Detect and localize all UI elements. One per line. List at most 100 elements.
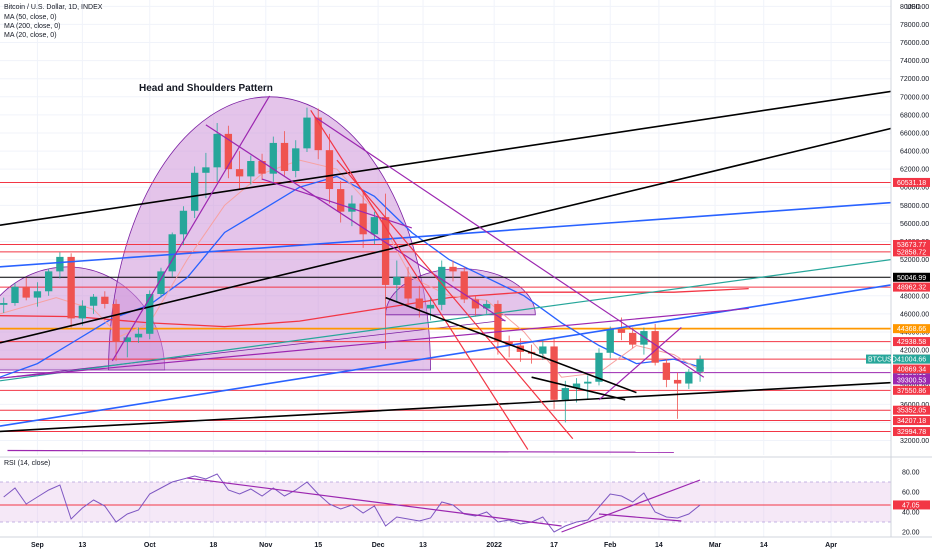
candlestick-series: [0, 107, 704, 423]
trend-line: [0, 201, 891, 268]
candle: [11, 283, 19, 306]
level-tag-bg: [893, 324, 930, 334]
trend-line: [598, 327, 682, 401]
rsi-trend-line: [561, 479, 701, 533]
level-tag-bg: [893, 337, 930, 347]
candle: [673, 372, 682, 419]
level-tag-label: 48962.32: [897, 285, 926, 292]
price-tick-label: 72000.00: [900, 76, 929, 83]
trend-line: [0, 127, 891, 344]
candle: [438, 260, 446, 311]
candle-body: [404, 276, 412, 299]
level-tag-label: 60531.18: [897, 180, 926, 187]
candle-body: [112, 303, 120, 342]
candle-body: [606, 329, 614, 353]
level-tag-bg: [893, 385, 930, 395]
candle-body: [202, 167, 210, 173]
date-tick-label: 2022: [486, 542, 502, 549]
candle: [460, 266, 468, 304]
price-tag-bg: [893, 354, 930, 364]
candle-body: [303, 117, 311, 149]
date-tick-label: Nov: [259, 542, 272, 549]
candle: [303, 107, 311, 152]
price-tag-label: 40869.34: [897, 367, 926, 374]
level-tag-bg: [893, 177, 930, 187]
candle-body: [78, 305, 87, 319]
ma-line: [0, 287, 749, 328]
price-tick-label: 66000.00: [900, 130, 929, 137]
axes: [0, 0, 932, 538]
rsi-line: [3, 473, 701, 533]
candle-body: [224, 133, 233, 170]
trend-line: [531, 376, 626, 401]
price-tick-label: 36000.00: [900, 402, 929, 409]
rsi-tick-label: 20.00: [902, 530, 920, 537]
candle-body: [325, 150, 334, 190]
candle-body: [213, 133, 221, 168]
candle-body: [22, 286, 30, 298]
candle-body: [247, 161, 255, 177]
candle: [572, 378, 581, 403]
candle-body: [584, 381, 592, 384]
candle-body: [460, 271, 468, 300]
date-tick-label: Apr: [825, 542, 837, 549]
candle: [0, 297, 8, 313]
candle: [89, 293, 98, 314]
date-tick-label: 13: [78, 542, 86, 549]
candle-body: [258, 161, 266, 174]
candle-body: [235, 169, 244, 177]
candle: [202, 152, 210, 199]
candle-body: [157, 271, 165, 294]
candle: [696, 355, 704, 382]
trend-line: [0, 381, 891, 433]
candle: [337, 180, 345, 223]
candle-body: [539, 346, 547, 354]
date-tick-label: 15: [314, 542, 322, 549]
candle: [584, 375, 592, 399]
rsi-title: RSI (14, close): [4, 460, 50, 467]
candle-body: [494, 303, 502, 342]
indicator-ma20: MA (20, close, 0): [4, 32, 57, 39]
level-tag-label: 35352.05: [897, 408, 926, 415]
trend-line: [385, 296, 637, 394]
candle-body: [629, 332, 637, 345]
candle: [404, 266, 412, 306]
candle: [191, 166, 199, 219]
candle-body: [651, 331, 659, 363]
price-tick-label: 56000.00: [900, 221, 929, 228]
level-tag-label: 32994.78: [897, 429, 926, 436]
candle: [157, 267, 165, 298]
rsi-current-tag: 47.05: [902, 502, 920, 509]
candle: [280, 131, 289, 176]
candle-body: [449, 266, 457, 272]
date-tick-label: Oct: [144, 542, 156, 549]
candle: [606, 326, 614, 359]
candle: [314, 108, 322, 160]
rsi-pane: 80.00 60.00 40.00 20.00 47.05: [0, 470, 930, 537]
candle: [370, 211, 379, 245]
price-tag-label: 39300.53: [897, 377, 926, 384]
level-tag-label: 37550.86: [897, 388, 926, 395]
price-tick-label: 52000.00: [900, 257, 929, 264]
candle-body: [685, 371, 693, 384]
trend-line: [314, 116, 705, 378]
level-tag-label: 50046.99: [897, 275, 926, 282]
candle: [359, 192, 367, 248]
candle-body: [561, 388, 569, 400]
price-tick-label: 62000.00: [900, 167, 929, 174]
candle-body: [662, 362, 671, 380]
level-tag-bg: [893, 405, 930, 415]
candle: [415, 285, 423, 318]
trend-line: [111, 95, 271, 362]
candle: [629, 327, 637, 349]
price-tick-label: 68000.00: [900, 112, 929, 119]
grid-lines: [0, 0, 891, 537]
level-tag-bg: [893, 416, 930, 426]
candle: [235, 151, 244, 190]
price-tag-bg: [893, 375, 930, 385]
date-axis-labels: Sep 13 Oct 18 Nov 15 Dec 13 2022 17 Feb 14 Mar 14 Apr: [31, 542, 837, 549]
candle: [393, 260, 401, 303]
price-tick-label: 64000.00: [900, 149, 929, 156]
